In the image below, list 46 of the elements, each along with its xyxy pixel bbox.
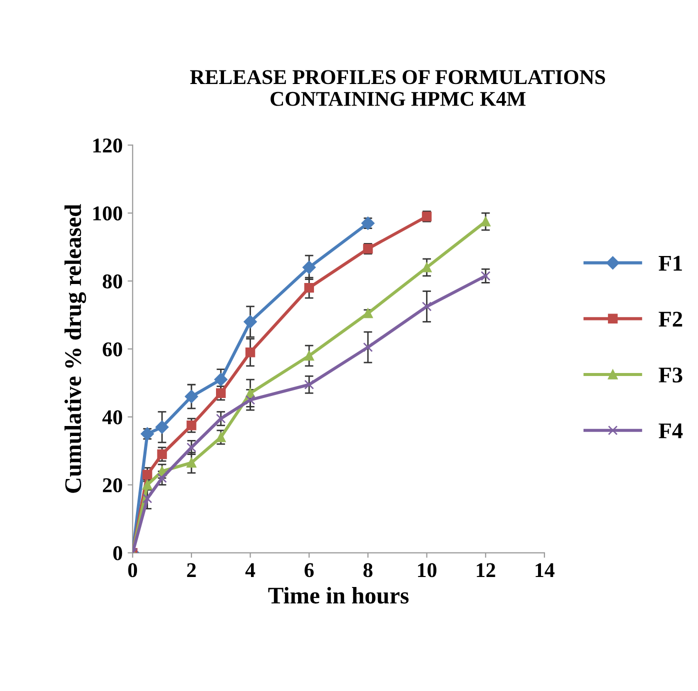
point [422,302,432,312]
chart-title: RELEASE PROFILES OF FORMULATIONS CONTAINING HPMC K4M [190,70,606,106]
x-tick-label: 10 [418,563,436,578]
x-tick-label: 4 [245,563,256,577]
point [142,494,152,504]
y-tick-label: 0 [113,546,122,560]
x-tick-label: 0 [128,563,138,578]
x-tick-label: 14 [536,563,554,577]
legend-label: F2 [658,312,682,326]
point [216,432,226,442]
legend-label: F4 [658,424,683,438]
x-tick-label: 6 [304,563,314,578]
point [216,414,226,424]
point [142,470,152,480]
point [186,420,196,430]
point [480,216,490,226]
point [304,350,314,361]
y-tick-label: 120 [93,138,122,153]
point [302,260,316,274]
point [244,315,257,328]
point [245,395,256,405]
point [304,380,314,390]
x-axis-title: Time in hours [268,586,409,604]
x-tick-label: 8 [363,563,372,578]
y-axis-title: Cumulative % drug released [64,204,86,493]
x-tick-label: 2 [187,563,196,577]
point [304,282,314,293]
y-tick-label: 20 [102,478,122,492]
legend-label: F3 [658,368,682,383]
x-tick-label: 12 [476,563,496,577]
point [157,449,167,460]
y-tick-label: 60 [102,342,122,356]
point [184,390,198,404]
point [480,271,490,281]
y-tick-label: 100 [93,206,122,220]
point [155,420,169,434]
point [363,342,373,352]
point [186,458,196,468]
point [157,473,167,483]
point [422,262,432,272]
y-tick-label: 80 [102,274,122,288]
legend-label: F1 [658,256,682,271]
y-tick-label: 40 [102,410,122,424]
point [214,372,228,386]
point [245,347,256,358]
point [216,388,226,398]
